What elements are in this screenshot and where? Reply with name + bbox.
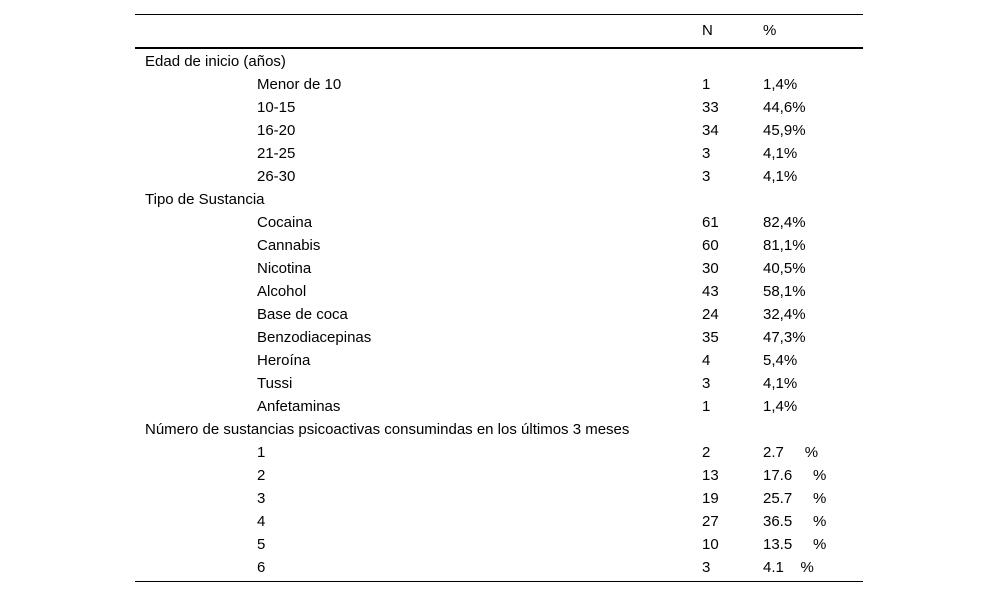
table-row: 10-15 33 44,6%	[135, 96, 863, 119]
cell-pct: 58,1%	[763, 283, 806, 300]
cell-n: 34	[702, 122, 719, 139]
cell-n: 3	[702, 559, 711, 576]
cell-n: 1	[702, 398, 711, 415]
cell-pct: 40,5%	[763, 260, 806, 277]
table-header-row: N %	[135, 15, 863, 49]
cell-pct: 47,3%	[763, 329, 806, 346]
cell-pct: 25.7 %	[763, 490, 827, 507]
cell-label: 21-25	[257, 145, 296, 162]
cell-label: 26-30	[257, 168, 296, 185]
cell-n: 61	[702, 214, 719, 231]
cell-pct: 2.7 %	[763, 444, 819, 461]
cell-n: 13	[702, 467, 719, 484]
table-row: 16-20 34 45,9%	[135, 119, 863, 142]
cell-n: 60	[702, 237, 719, 254]
cell-label: Tussi	[257, 375, 293, 392]
cell-n: 33	[702, 99, 719, 116]
cell-n: 3	[702, 375, 711, 392]
cell-label: Benzodiacepinas	[257, 329, 372, 346]
table-row: Nicotina 30 40,5%	[135, 257, 863, 280]
table-row: 1 2 2.7 %	[135, 441, 863, 464]
table-row: 3 19 25.7 %	[135, 487, 863, 510]
cell-label: Heroína	[257, 352, 311, 369]
section-label: Tipo de Sustancia	[145, 191, 265, 208]
table-row: Cannabis 60 81,1%	[135, 234, 863, 257]
table-row: Menor de 10 1 1,4%	[135, 73, 863, 96]
cell-pct: 4,1%	[763, 145, 798, 162]
cell-label: Menor de 10	[257, 76, 342, 93]
table-body: Edad de inicio (años) Menor de 10 1 1,4% 10-…	[135, 49, 863, 581]
section-label: Número de sustancias psicoactivas consum…	[145, 421, 630, 438]
cell-label: 2	[257, 467, 266, 484]
cell-n: 1	[702, 76, 711, 93]
cell-pct: 17.6 %	[763, 467, 827, 484]
section-row: Número de sustancias psicoactivas consum…	[135, 418, 863, 441]
table-row: 5 10 13.5 %	[135, 533, 863, 556]
table-row: Cocaina 61 82,4%	[135, 211, 863, 234]
cell-n: 4	[702, 352, 711, 369]
cell-pct: 4,1%	[763, 168, 798, 185]
cell-n: 43	[702, 283, 719, 300]
table-row: 26-30 3 4,1%	[135, 165, 863, 188]
cell-label: Alcohol	[257, 283, 307, 300]
cell-label: Nicotina	[257, 260, 312, 277]
table-row: Base de coca 24 32,4%	[135, 303, 863, 326]
cell-pct: 1,4%	[763, 398, 798, 415]
cell-pct: 82,4%	[763, 214, 806, 231]
col-header-n: N	[702, 22, 713, 39]
section-row: Edad de inicio (años)	[135, 50, 863, 73]
cell-n: 19	[702, 490, 719, 507]
cell-label: 10-15	[257, 99, 296, 116]
table-row: Alcohol 43 58,1%	[135, 280, 863, 303]
cell-label: 1	[257, 444, 266, 461]
cell-label: 5	[257, 536, 266, 553]
cell-pct: 36.5 %	[763, 513, 827, 530]
stats-table: N % Edad de inicio (años) Menor de 10 1 1,4…	[135, 14, 863, 582]
table-row: 4 27 36.5 %	[135, 510, 863, 533]
cell-n: 27	[702, 513, 719, 530]
cell-label: 4	[257, 513, 266, 530]
cell-n: 35	[702, 329, 719, 346]
cell-n: 10	[702, 536, 719, 553]
cell-label: Cannabis	[257, 237, 321, 254]
cell-n: 3	[702, 145, 711, 162]
section-label: Edad de inicio (años)	[145, 53, 286, 70]
section-row: Tipo de Sustancia	[135, 188, 863, 211]
cell-label: Base de coca	[257, 306, 348, 323]
cell-label: Cocaina	[257, 214, 313, 231]
table-row: 6 3 4.1 %	[135, 556, 863, 579]
cell-n: 3	[702, 168, 711, 185]
cell-pct: 13.5 %	[763, 536, 827, 553]
cell-pct: 81,1%	[763, 237, 806, 254]
col-header-pct: %	[763, 22, 777, 39]
cell-pct: 5,4%	[763, 352, 798, 369]
cell-pct: 44,6%	[763, 99, 806, 116]
cell-n: 2	[702, 444, 711, 461]
cell-label: Anfetaminas	[257, 398, 341, 415]
table-row: Benzodiacepinas 35 47,3%	[135, 326, 863, 349]
table-row: Heroína 4 5,4%	[135, 349, 863, 372]
cell-pct: 4,1%	[763, 375, 798, 392]
cell-pct: 32,4%	[763, 306, 806, 323]
table-row: 21-25 3 4,1%	[135, 142, 863, 165]
cell-label: 3	[257, 490, 266, 507]
cell-n: 30	[702, 260, 719, 277]
cell-pct: 45,9%	[763, 122, 806, 139]
cell-pct: 1,4%	[763, 76, 798, 93]
cell-label: 6	[257, 559, 266, 576]
table-row: Tussi 3 4,1%	[135, 372, 863, 395]
table-row: 2 13 17.6 %	[135, 464, 863, 487]
cell-pct: 4.1 %	[763, 559, 814, 576]
table-row: Anfetaminas 1 1,4%	[135, 395, 863, 418]
cell-label: 16-20	[257, 122, 296, 139]
cell-n: 24	[702, 306, 719, 323]
